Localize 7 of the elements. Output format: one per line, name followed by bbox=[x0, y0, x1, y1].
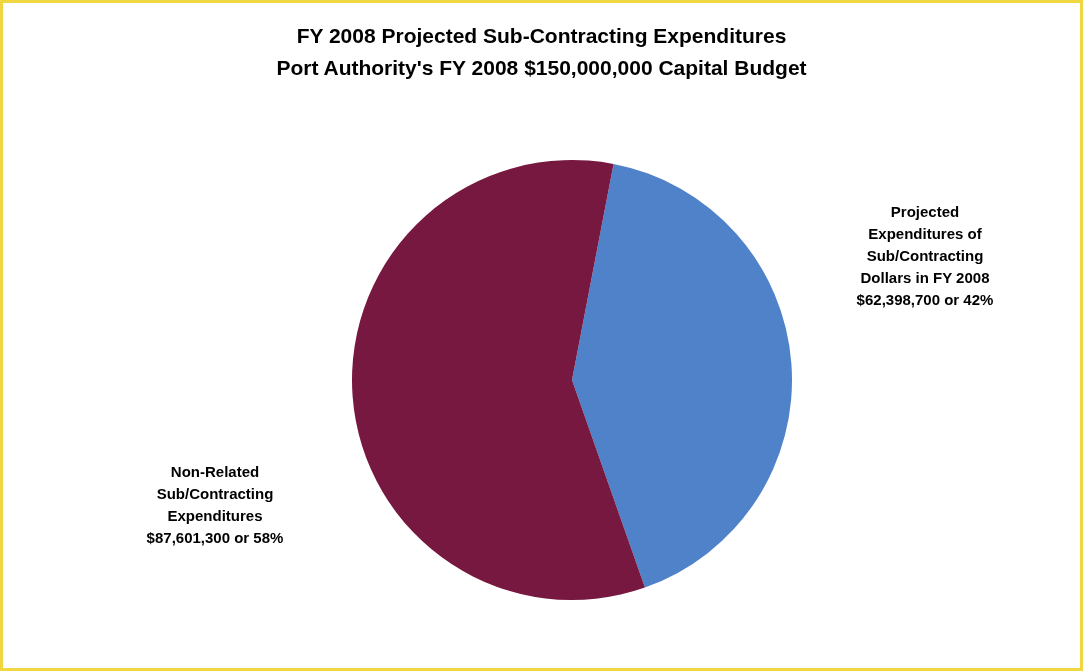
chart-title: FY 2008 Projected Sub-Contracting Expenditures Port Authority's FY 2008 $150,000,000 Capital Budget bbox=[276, 24, 807, 79]
data-label: $62,398,700 or 42% bbox=[856, 291, 994, 308]
pie-slice bbox=[572, 163, 792, 588]
pie-slice bbox=[352, 160, 645, 600]
slice-label: Projected Expenditures of Sub/Contracting Dollars in FY 2008 bbox=[860, 203, 990, 286]
data-label: $87,601,300 or 58% bbox=[146, 529, 284, 546]
slice-label: Non-Related Sub/Contracting Expenditures bbox=[156, 463, 274, 524]
